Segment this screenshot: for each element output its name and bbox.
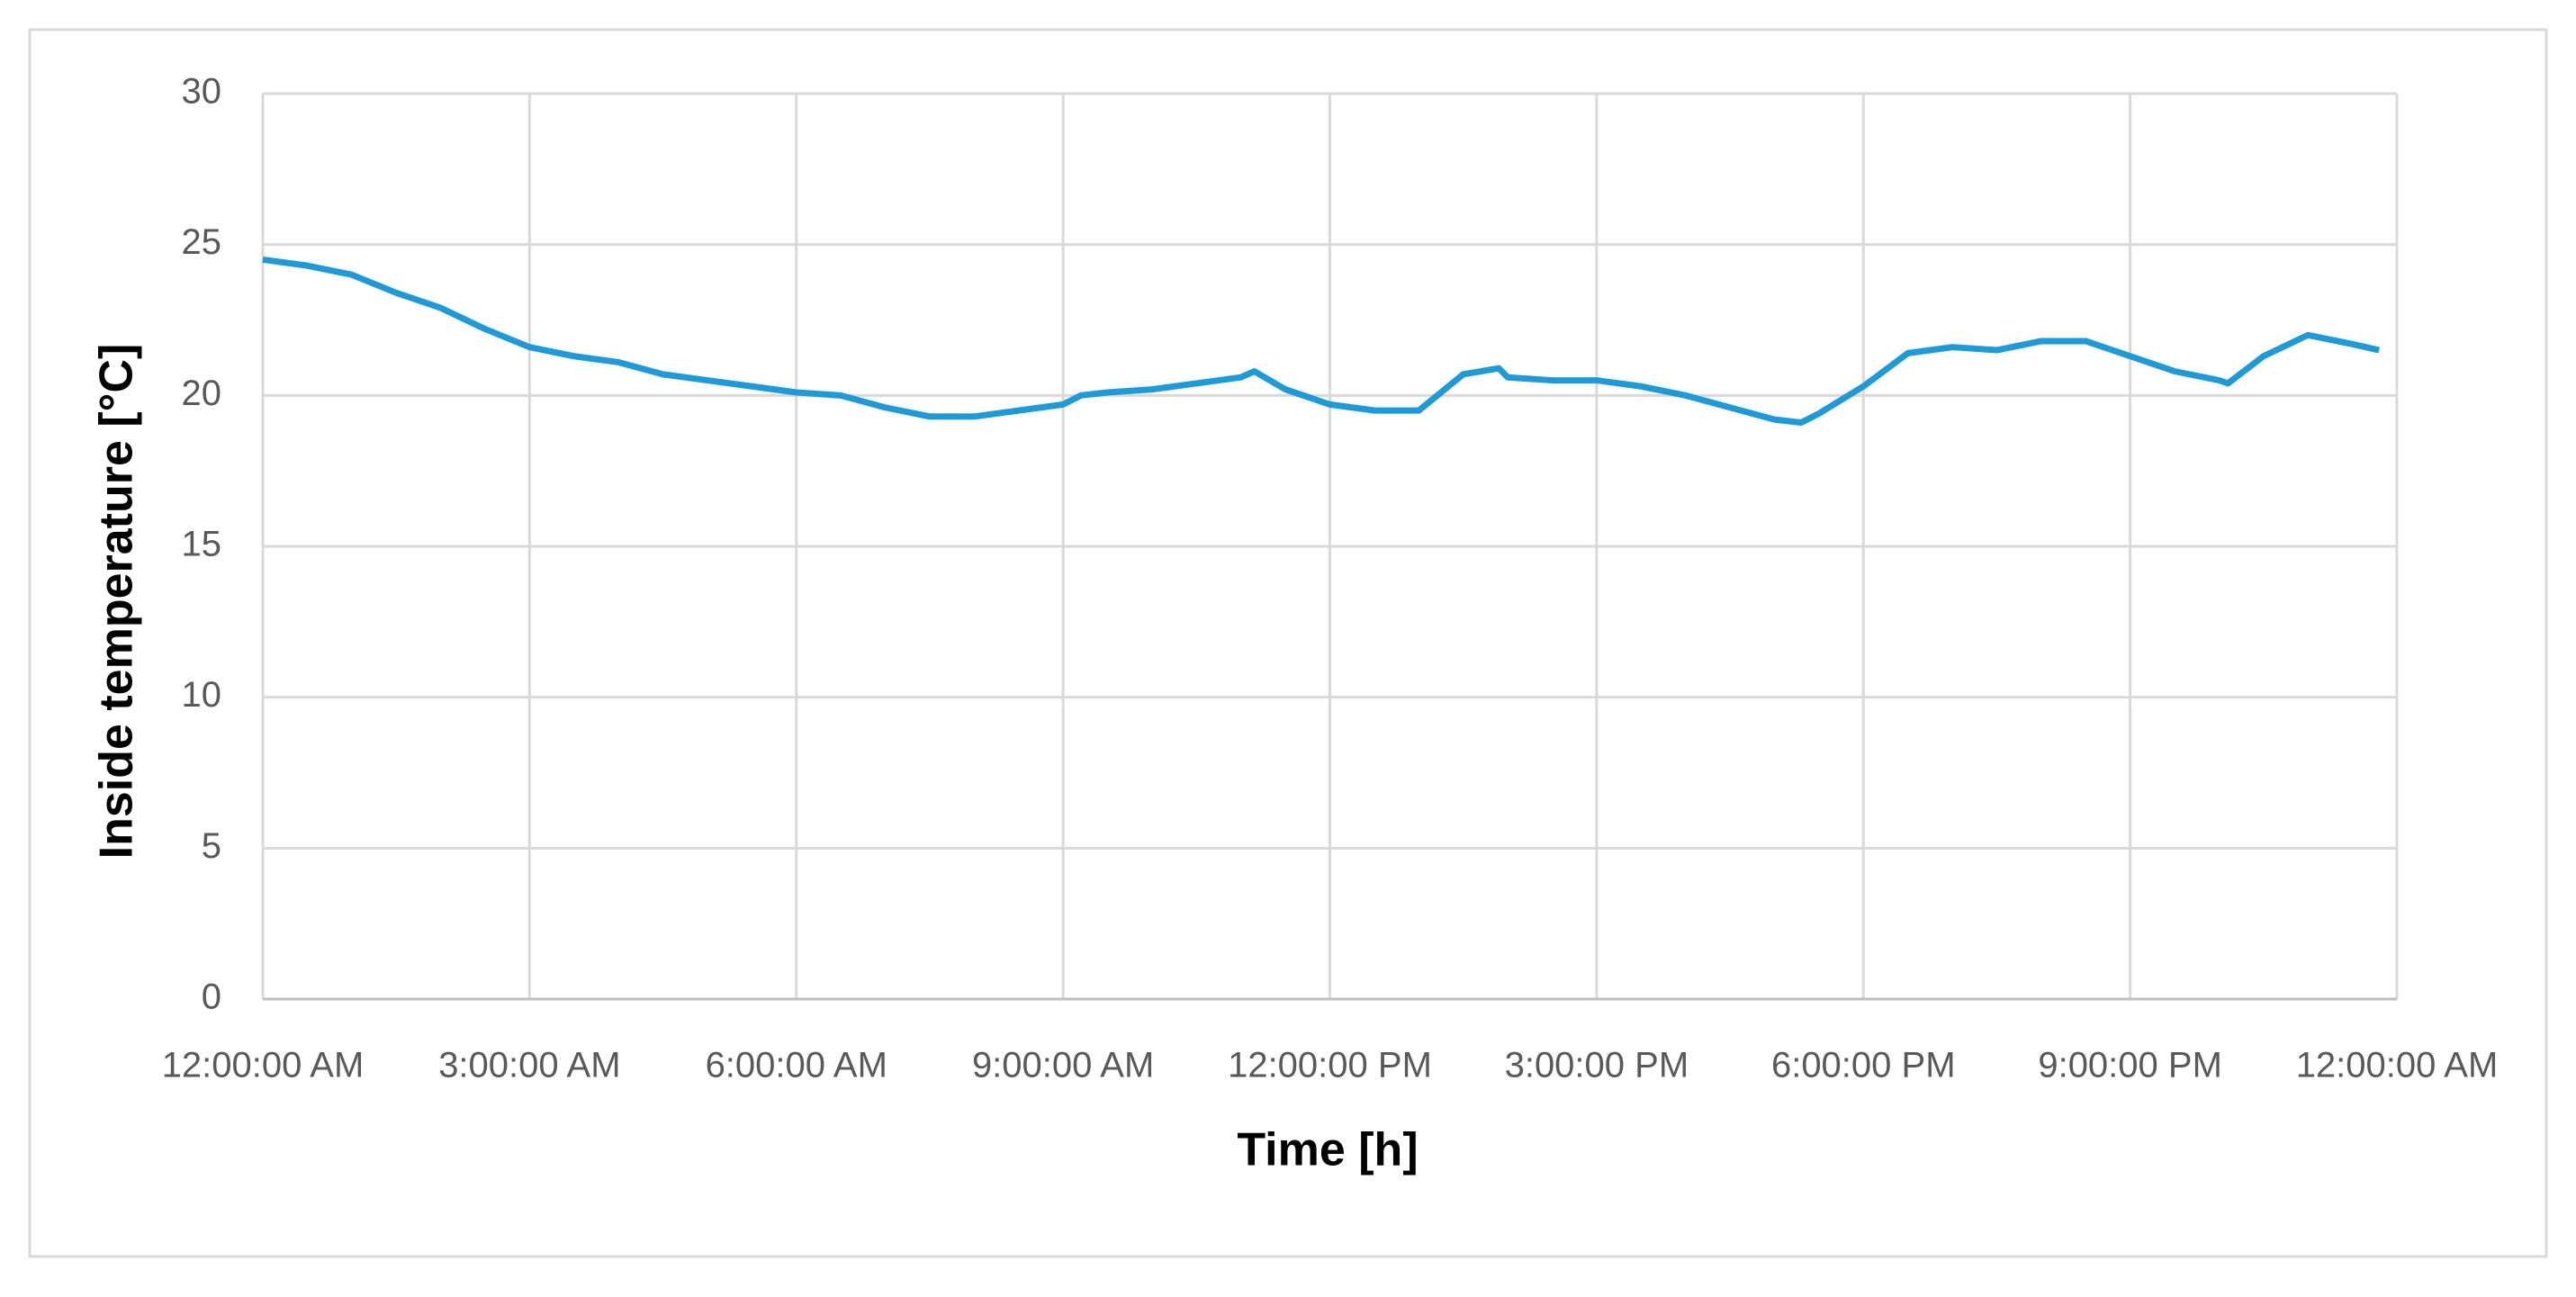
y-tick-label: 20 [182,374,222,413]
y-tick-label: 30 [182,72,222,112]
y-tick-label: 5 [202,826,221,866]
x-tick-label: 3:00:00 PM [1505,1046,1689,1085]
x-tick-label: 6:00:00 PM [1771,1046,1956,1085]
x-tick-label: 12:00:00 AM [162,1046,365,1085]
chart-frame [28,28,2548,1258]
x-tick-label: 12:00:00 PM [1228,1046,1432,1085]
y-tick-label: 15 [182,525,222,564]
x-tick-label: 12:00:00 AM [2296,1046,2499,1085]
x-tick-label: 3:00:00 AM [438,1046,620,1085]
x-axis-title: Time [h] [1237,1124,1418,1176]
y-axis-title: Inside temperature [°C] [91,344,143,860]
x-tick-label: 6:00:00 AM [706,1046,887,1085]
y-tick-label: 25 [182,222,222,262]
y-tick-label: 10 [182,675,222,715]
data-line [262,256,2381,427]
y-tick-label: 0 [202,977,221,1017]
x-tick-label: 9:00:00 PM [2038,1046,2222,1085]
x-tick-label: 9:00:00 AM [972,1046,1154,1085]
